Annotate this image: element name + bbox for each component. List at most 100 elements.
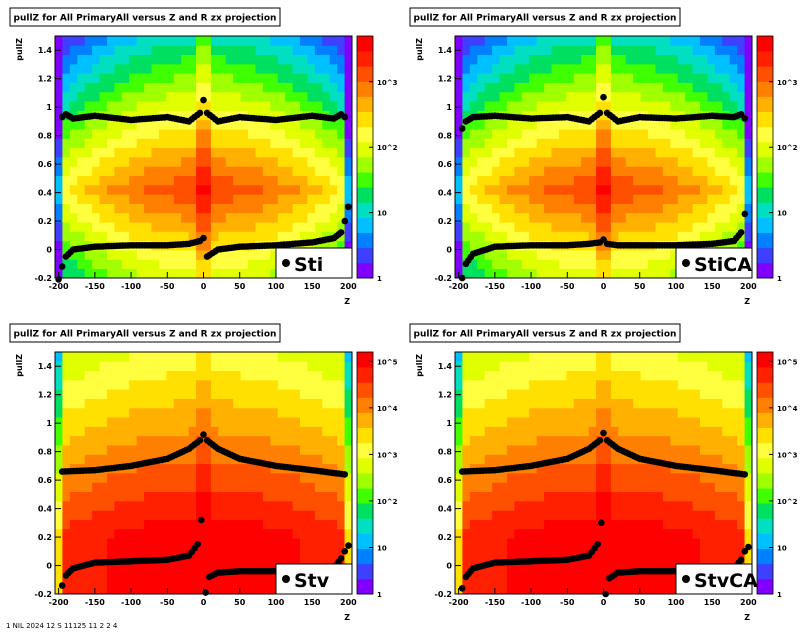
y-tick-label: 1.2 [438,391,452,400]
x-tick-label: -100 [521,282,541,291]
colorbar-tick-label: 1 [777,275,782,283]
data-point [194,541,201,548]
data-point [598,520,605,527]
x-tick-label: 50 [234,282,246,291]
data-point [745,544,752,551]
colorbar-tick-label: 10^3 [377,79,398,87]
legend-marker [682,259,690,267]
data-point [738,229,745,236]
data-point [602,591,609,598]
data-point [200,235,207,242]
heatmap-cells [455,352,752,594]
colorbar-tick-label: 10^3 [777,79,798,87]
x-tick-label: -150 [85,598,105,607]
data-point [200,431,207,438]
legend-marker [282,575,290,583]
y-tick-label: 0.8 [438,448,453,457]
data-point [600,94,607,101]
y-tick-label: 0.4 [438,189,453,198]
y-tick-label: -0.2 [35,274,53,283]
chart-panel: pullZ for All PrimaryAll versus Z and R … [410,8,798,306]
y-tick-label: 1.2 [438,75,452,84]
x-tick-label: 0 [601,282,607,291]
colorbar-tick-label: 10 [777,210,787,218]
y-tick-label: 0.2 [438,217,452,226]
y-tick-label: 0.4 [38,505,53,514]
chart-title: pullZ for All PrimaryAll versus Z and R … [14,14,277,24]
y-tick-label: 0.6 [438,476,453,485]
colorbar-tick-label: 10^2 [777,498,798,506]
footer-text: 1 NIL 2024 12 S 11125 11 2 2 4 [6,622,118,630]
data-point [742,471,749,478]
colorbar [357,352,373,594]
x-tick-label: -50 [160,282,175,291]
x-tick-label: -50 [560,598,575,607]
y-tick-label: 0 [46,562,52,571]
data-point [200,97,207,104]
y-tick-label: 0.4 [438,505,453,514]
data-point [59,263,66,270]
data-point [338,229,345,236]
x-tick-label: -150 [85,282,105,291]
data-point [59,582,66,589]
colorbar-tick-label: 1 [377,591,382,599]
colorbar-tick-label: 1 [377,275,382,283]
y-tick-label: 1.2 [38,75,52,84]
data-point [342,471,349,478]
colorbar-tick-label: 10^2 [377,144,398,152]
colorbar-tick-label: 10 [777,544,787,552]
y-tick-label: 1.4 [438,362,453,371]
y-tick-label: 0 [446,246,452,255]
colorbar-tick-label: 10^2 [377,498,398,506]
x-tick-label: -200 [449,282,469,291]
y-tick-label: 0 [46,246,52,255]
y-tick-label: 0.8 [38,448,53,457]
y-tick-label: 0.2 [438,533,452,542]
data-point [345,204,352,211]
x-tick-label: 100 [268,282,285,291]
chart-title: pullZ for All PrimaryAll versus Z and R … [414,14,677,24]
y-axis-label: pullZ [15,354,24,377]
x-tick-label: 0 [601,598,607,607]
y-tick-label: 0.2 [38,217,52,226]
x-tick-label: 200 [740,598,757,607]
colorbar-tick-label: 10^2 [777,144,798,152]
data-point [742,115,749,122]
y-tick-label: 1 [46,103,52,112]
x-axis-label: Z [344,297,350,306]
chart-panel: pullZ for All PrimaryAll versus Z and R … [10,324,398,622]
x-tick-label: 150 [304,282,321,291]
y-tick-label: -0.2 [435,590,453,599]
data-point [459,585,466,592]
data-point [600,430,607,437]
legend-marker [682,575,690,583]
y-tick-label: 1 [446,103,452,112]
x-tick-label: -200 [449,598,469,607]
legend-label: StvCA [694,570,758,592]
x-tick-label: -50 [160,598,175,607]
data-point [597,437,604,444]
data-point [202,589,209,596]
x-tick-label: 200 [340,282,357,291]
x-tick-label: 0 [201,282,207,291]
data-point [459,275,466,282]
x-tick-label: -100 [121,598,141,607]
data-point [742,211,749,218]
y-tick-label: 0.6 [38,160,53,169]
x-tick-label: 50 [634,282,646,291]
x-tick-label: 150 [704,282,721,291]
colorbar [357,36,373,278]
y-tick-label: 1.2 [38,391,52,400]
y-tick-label: 1 [46,419,52,428]
x-tick-label: 100 [668,598,685,607]
data-point [594,541,601,548]
x-tick-label: -200 [49,598,69,607]
x-tick-label: 50 [634,598,646,607]
y-axis-label: pullZ [415,354,424,377]
data-point [459,125,466,132]
y-tick-label: 0.8 [438,132,453,141]
chart-title: pullZ for All PrimaryAll versus Z and R … [14,330,277,340]
data-point [338,555,345,562]
colorbar-tick-label: 10^5 [777,358,798,366]
y-tick-label: 0.4 [38,189,53,198]
